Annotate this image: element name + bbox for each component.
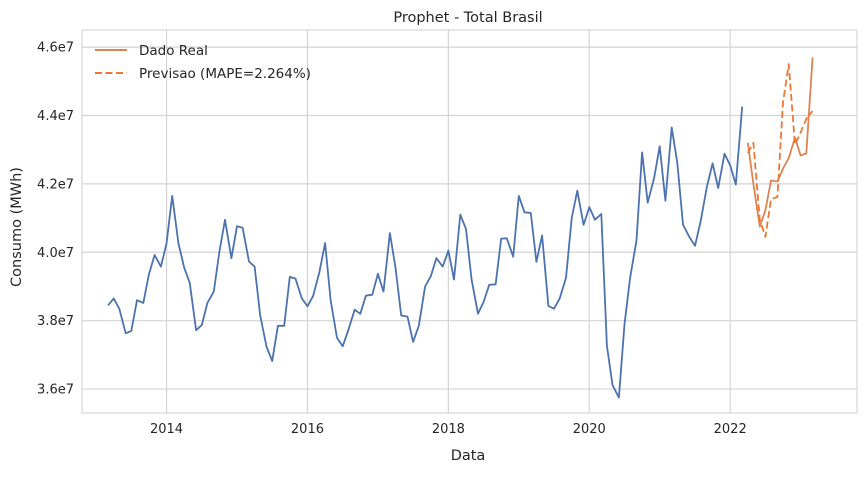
y-tick-label: 4.2e7	[37, 177, 74, 192]
series-line-previsao	[747, 63, 814, 238]
x-tick-label: 2014	[150, 422, 183, 437]
legend: Dado Real Previsao (MAPE=2.264%)	[95, 43, 311, 82]
grid	[82, 30, 857, 413]
x-tick-label: 2018	[432, 422, 465, 437]
y-axis-label: Consumo (MWh)	[9, 167, 25, 287]
x-tick-label: 2022	[714, 422, 747, 437]
chart-title: Prophet - Total Brasil	[393, 10, 542, 26]
y-tick-label: 3.8e7	[37, 314, 74, 329]
y-tick-label: 4.4e7	[37, 109, 74, 124]
y-axis: 3.6e7 3.8e7 4.0e7 4.2e7 4.4e7 4.6e7	[37, 41, 74, 398]
y-tick-label: 3.6e7	[37, 383, 74, 398]
x-tick-label: 2016	[291, 422, 324, 437]
series-line-historico	[107, 106, 744, 399]
x-axis-label: Data	[451, 448, 486, 464]
y-tick-label: 4.0e7	[37, 246, 74, 261]
x-tick-label: 2020	[573, 422, 606, 437]
legend-label-dado-real: Dado Real	[139, 43, 208, 59]
y-tick-label: 4.6e7	[37, 41, 74, 56]
plot-frame	[81, 29, 858, 414]
series-line-dado-real	[746, 57, 814, 228]
x-axis: 2014 2016 2018 2020 2022	[150, 422, 747, 437]
legend-label-previsao: Previsao (MAPE=2.264%)	[139, 66, 311, 82]
series-layer	[107, 57, 814, 399]
